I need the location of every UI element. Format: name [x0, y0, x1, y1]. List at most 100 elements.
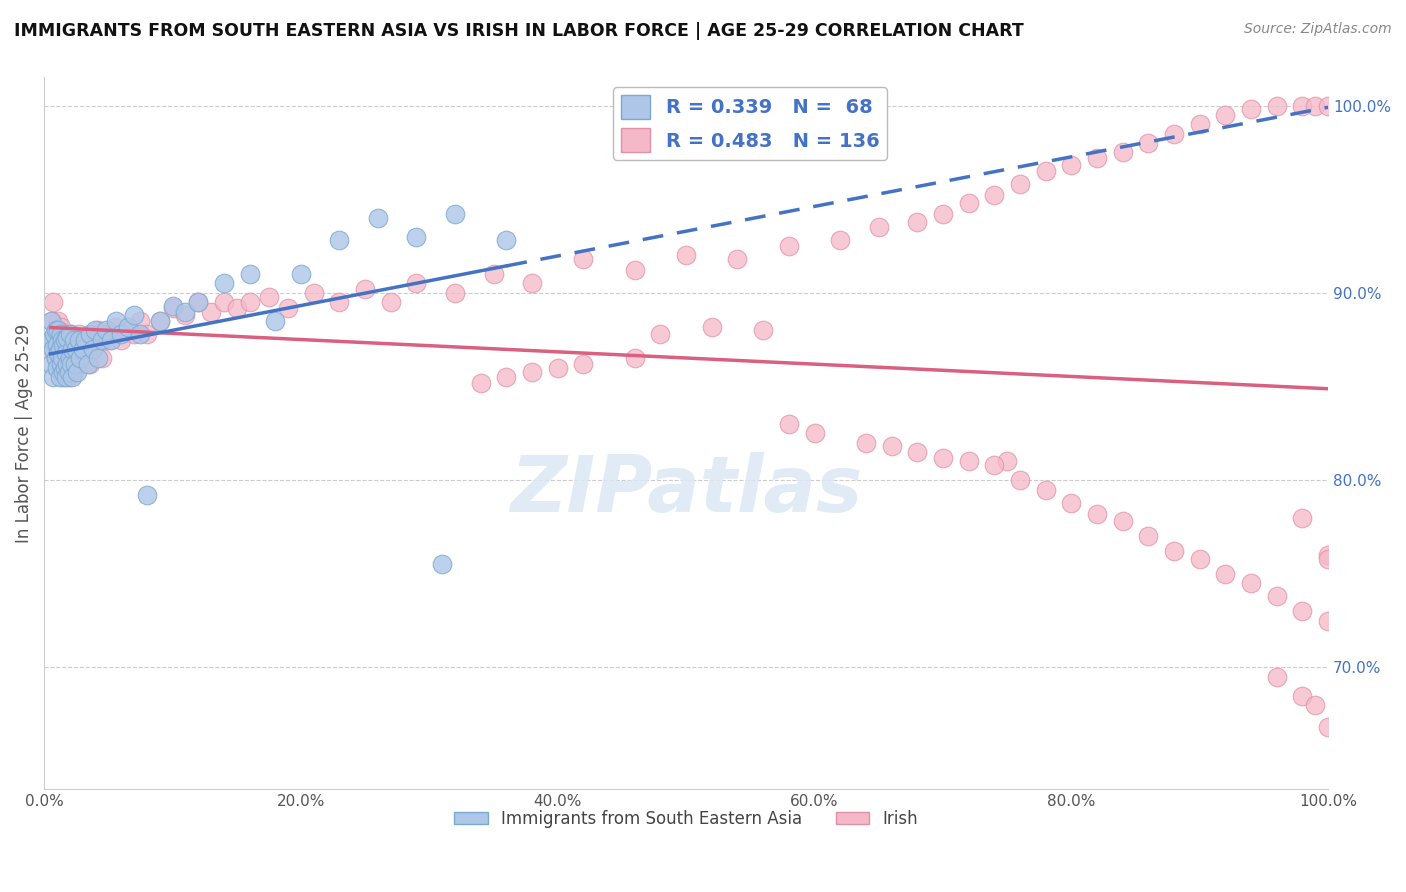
Point [257, 290, 280, 304]
Point [84, 338, 107, 352]
Point [60, 327, 83, 342]
Point [1060, 159, 1083, 173]
Point [1163, 127, 1185, 141]
Point [39, 314, 62, 328]
Point [58, 370, 80, 384]
Point [727, 252, 749, 267]
Point [56, 357, 79, 371]
Point [117, 319, 139, 334]
Point [675, 248, 697, 262]
Point [752, 323, 775, 337]
Point [520, 277, 543, 291]
Point [45, 351, 67, 366]
Point [1008, 178, 1031, 192]
Point [49, 319, 72, 334]
Point [444, 207, 467, 221]
Point [53, 333, 76, 347]
Point [162, 301, 184, 315]
Point [1035, 483, 1057, 497]
Point [983, 188, 1005, 202]
Point [60, 342, 83, 356]
Point [59, 327, 82, 342]
Point [60, 333, 83, 347]
Point [200, 304, 222, 318]
Point [69, 351, 91, 366]
Point [55, 364, 77, 378]
Point [69, 351, 91, 366]
Point [1188, 117, 1211, 131]
Point [264, 314, 287, 328]
Point [1240, 103, 1263, 117]
Point [354, 282, 377, 296]
Point [79, 357, 101, 371]
Point [56, 331, 79, 345]
Point [63, 360, 86, 375]
Text: IMMIGRANTS FROM SOUTH EASTERN ASIA VS IRISH IN LABOR FORCE | AGE 25-29 CORRELATI: IMMIGRANTS FROM SOUTH EASTERN ASIA VS IR… [14, 22, 1024, 40]
Point [328, 295, 350, 310]
Point [830, 234, 852, 248]
Point [623, 351, 645, 366]
Point [76, 333, 98, 347]
Point [48, 327, 70, 342]
Point [957, 454, 980, 468]
Point [49, 357, 72, 371]
Point [79, 327, 101, 342]
Point [1008, 473, 1031, 487]
Point [149, 314, 172, 328]
Point [1265, 98, 1288, 112]
Point [84, 323, 107, 337]
Point [905, 215, 928, 229]
Point [82, 327, 104, 342]
Point [44, 333, 66, 347]
Point [58, 364, 80, 378]
Point [1085, 151, 1108, 165]
Point [52, 327, 75, 342]
Point [90, 351, 112, 366]
Point [51, 357, 73, 371]
Point [110, 327, 132, 342]
Point [48, 346, 70, 360]
Point [75, 342, 97, 356]
Point [995, 454, 1018, 468]
Text: ZIPatlas: ZIPatlas [510, 452, 862, 528]
Point [52, 338, 75, 352]
Point [1317, 720, 1340, 734]
Point [90, 333, 112, 347]
Point [1317, 98, 1340, 112]
Point [75, 333, 97, 347]
Point [46, 323, 69, 337]
Point [238, 295, 260, 310]
Point [67, 327, 90, 342]
Point [520, 364, 543, 378]
Point [59, 351, 82, 366]
Point [367, 211, 389, 225]
Point [39, 357, 62, 371]
Point [52, 370, 75, 384]
Point [51, 351, 73, 366]
Point [60, 357, 83, 371]
Point [59, 333, 82, 347]
Point [53, 357, 76, 371]
Point [53, 338, 76, 352]
Point [42, 295, 65, 310]
Point [1291, 98, 1313, 112]
Point [87, 323, 110, 337]
Point [290, 267, 312, 281]
Point [1317, 614, 1340, 628]
Point [62, 333, 84, 347]
Point [880, 439, 903, 453]
Point [380, 295, 402, 310]
Point [174, 304, 197, 318]
Point [135, 327, 157, 342]
Point [700, 319, 723, 334]
Point [482, 267, 505, 281]
Point [1215, 566, 1237, 581]
Point [212, 277, 235, 291]
Point [60, 370, 83, 384]
Point [405, 277, 427, 291]
Point [58, 342, 80, 356]
Point [932, 207, 955, 221]
Point [547, 360, 569, 375]
Point [803, 426, 825, 441]
Point [67, 333, 90, 347]
